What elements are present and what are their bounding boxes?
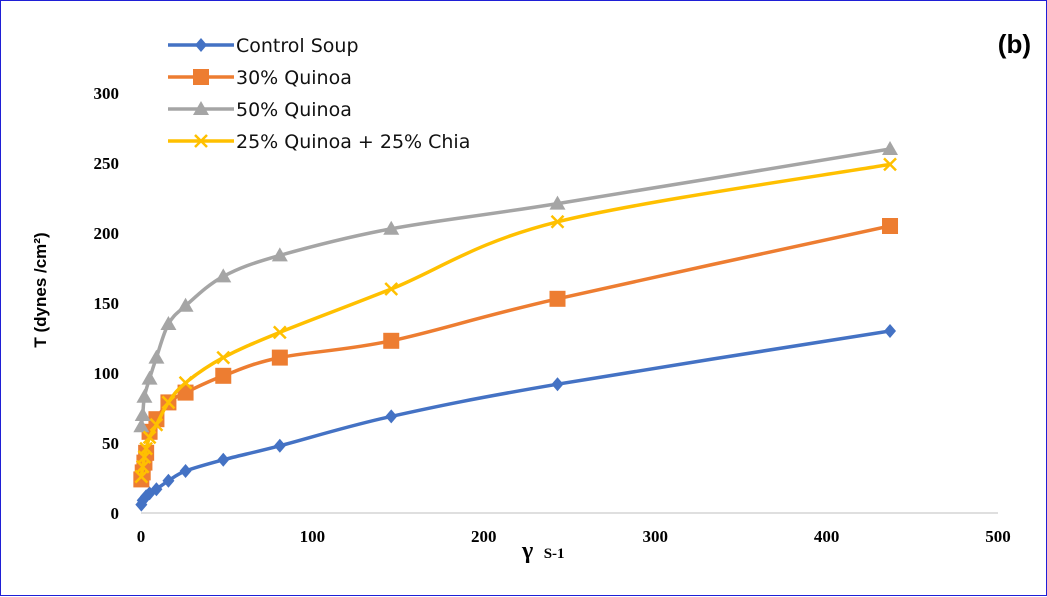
data-point bbox=[385, 409, 398, 424]
legend-label: 25% Quinoa + 25% Chia bbox=[236, 131, 470, 153]
y-tick-label: 200 bbox=[94, 224, 120, 243]
y-tick-label: 0 bbox=[111, 504, 120, 523]
data-point bbox=[271, 349, 288, 366]
series-line bbox=[139, 147, 892, 428]
y-tick-label: 100 bbox=[94, 364, 120, 383]
x-tick-label: 300 bbox=[642, 527, 668, 546]
series-4 bbox=[134, 157, 897, 484]
data-point bbox=[273, 438, 286, 453]
data-point bbox=[271, 247, 288, 262]
data-point bbox=[216, 350, 231, 365]
legend-swatch-marker bbox=[193, 101, 209, 115]
series-3 bbox=[133, 141, 899, 433]
data-point bbox=[551, 377, 564, 392]
data-point bbox=[272, 325, 287, 340]
data-point bbox=[177, 297, 194, 312]
data-point bbox=[215, 268, 232, 283]
data-point bbox=[215, 367, 232, 384]
data-point bbox=[549, 195, 566, 210]
data-point bbox=[162, 473, 175, 488]
series-line bbox=[139, 329, 892, 507]
data-point bbox=[134, 407, 151, 421]
legend: Control Soup 30% Quinoa 50% Quinoa 25% Quin… bbox=[168, 35, 470, 153]
data-point bbox=[883, 157, 897, 172]
y-tick-label: 50 bbox=[102, 434, 119, 453]
x-tick-label: 400 bbox=[814, 527, 840, 546]
series-group bbox=[133, 141, 899, 512]
legend-item: 25% Quinoa + 25% Chia bbox=[168, 131, 470, 153]
x-tick-label: 100 bbox=[300, 527, 326, 546]
legend-swatch-marker bbox=[195, 38, 207, 52]
x-axis-label-symbol: γ bbox=[521, 538, 533, 564]
data-point bbox=[884, 324, 897, 338]
data-point bbox=[141, 370, 158, 385]
x-axis-ticks: 0 100 200 300 400 500 bbox=[137, 527, 1011, 546]
data-point bbox=[161, 395, 176, 410]
x-axis-label-unit: S-1 bbox=[544, 546, 565, 562]
legend-swatch-marker bbox=[194, 134, 208, 148]
y-tick-label: 300 bbox=[94, 84, 120, 103]
x-tick-label: 500 bbox=[985, 527, 1011, 546]
data-point bbox=[179, 464, 192, 478]
data-point bbox=[150, 482, 163, 497]
y-tick-label: 150 bbox=[94, 294, 120, 313]
x-tick-label: 200 bbox=[471, 527, 497, 546]
data-point bbox=[133, 418, 150, 433]
data-point bbox=[148, 349, 165, 364]
x-tick-label: 0 bbox=[137, 527, 146, 546]
legend-item: Control Soup bbox=[168, 35, 359, 57]
data-point bbox=[217, 452, 230, 467]
data-point bbox=[550, 214, 565, 229]
data-point bbox=[882, 218, 899, 234]
legend-label: Control Soup bbox=[236, 35, 359, 57]
series-1 bbox=[135, 324, 897, 512]
data-point bbox=[882, 141, 899, 155]
data-point bbox=[549, 290, 566, 307]
data-point bbox=[136, 388, 153, 403]
data-point bbox=[160, 316, 177, 330]
x-axis-label: γ S-1 bbox=[521, 538, 565, 564]
legend-item: 30% Quinoa bbox=[168, 67, 352, 89]
data-point bbox=[383, 332, 400, 349]
y-axis-ticks: 0 50 100 150 200 250 300 bbox=[94, 84, 120, 523]
legend-swatch-marker bbox=[193, 69, 209, 85]
data-point bbox=[384, 282, 399, 296]
legend-label: 30% Quinoa bbox=[236, 67, 352, 89]
series-2 bbox=[133, 218, 899, 488]
panel-label: (b) bbox=[998, 29, 1031, 59]
legend-label: 50% Quinoa bbox=[236, 99, 352, 121]
data-point bbox=[139, 441, 154, 456]
data-point bbox=[142, 430, 157, 445]
legend-item: 50% Quinoa bbox=[168, 99, 352, 121]
data-point bbox=[178, 375, 193, 390]
data-point bbox=[383, 220, 400, 235]
y-tick-label: 250 bbox=[94, 154, 120, 173]
y-axis-label: T (dynes /cm²) bbox=[31, 232, 50, 347]
data-point bbox=[149, 417, 164, 432]
